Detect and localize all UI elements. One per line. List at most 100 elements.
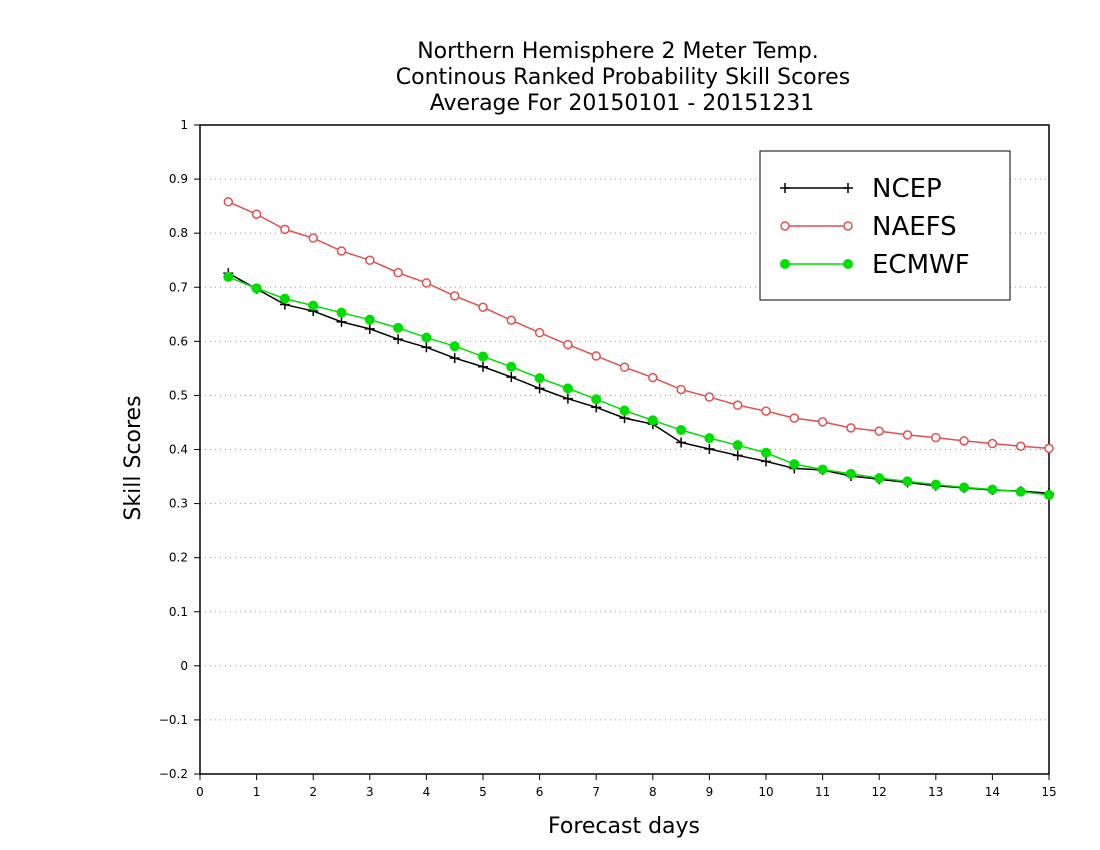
point-ecmwf bbox=[789, 459, 800, 470]
point-ecmwf bbox=[308, 300, 319, 311]
point-ecmwf bbox=[704, 433, 715, 444]
point-naefs bbox=[421, 278, 432, 288]
series-ecmwf bbox=[223, 271, 1054, 500]
y-tick-label: 0.7 bbox=[169, 280, 188, 294]
point-ncep bbox=[761, 456, 771, 467]
y-tick-label: 1 bbox=[180, 118, 188, 132]
x-tick-label: 9 bbox=[706, 785, 714, 799]
point-naefs bbox=[1015, 441, 1026, 452]
point-ecmwf bbox=[959, 482, 970, 493]
point-naefs bbox=[506, 315, 517, 325]
point-ecmwf bbox=[506, 361, 517, 372]
x-tick-label: 0 bbox=[196, 785, 204, 799]
point-naefs bbox=[676, 384, 686, 395]
x-tick-label: 7 bbox=[592, 785, 600, 799]
y-tick-label: 0.2 bbox=[169, 551, 188, 565]
point-naefs bbox=[902, 430, 913, 440]
point-naefs bbox=[336, 246, 347, 256]
y-tick-label: 0.1 bbox=[169, 605, 188, 619]
legend-marker-naefs bbox=[780, 221, 790, 231]
legend: NCEP NAEFS ECMWF bbox=[759, 150, 1011, 301]
point-ecmwf bbox=[732, 440, 743, 451]
x-tick-label: 12 bbox=[872, 785, 887, 799]
x-tick-label: 1 bbox=[253, 785, 261, 799]
y-tick-label: 0.4 bbox=[169, 443, 188, 457]
point-naefs bbox=[478, 302, 488, 313]
legend-marker-ecmwf bbox=[780, 259, 790, 269]
legend-label-ecmwf: ECMWF bbox=[872, 250, 970, 280]
point-naefs bbox=[591, 351, 601, 361]
x-axis-label: Forecast days bbox=[548, 814, 700, 839]
title-line-1: Northern Hemisphere 2 Meter Temp. bbox=[417, 39, 819, 64]
point-ecmwf bbox=[647, 415, 658, 426]
x-tick-label: 10 bbox=[758, 785, 773, 799]
point-ncep bbox=[676, 437, 687, 448]
title-line-2: Continous Ranked Probability Skill Score… bbox=[396, 65, 850, 90]
point-ecmwf bbox=[987, 484, 998, 495]
point-ecmwf bbox=[393, 322, 404, 333]
y-tick-label: 0.9 bbox=[169, 172, 188, 186]
legend-label-ncep: NCEP bbox=[872, 174, 942, 204]
point-naefs bbox=[619, 362, 630, 373]
legend-item-ecmwf: ECMWF bbox=[780, 250, 970, 280]
point-naefs bbox=[817, 417, 828, 427]
x-tick-label: 3 bbox=[366, 785, 374, 799]
x-tick-label: 6 bbox=[536, 785, 544, 799]
legend-label-naefs: NAEFS bbox=[872, 212, 957, 242]
point-ecmwf bbox=[562, 383, 573, 394]
x-tick-label: 11 bbox=[815, 785, 830, 799]
y-axis-label: Skill Scores bbox=[121, 395, 146, 520]
legend-marker-ncep bbox=[780, 183, 790, 193]
point-ecmwf bbox=[1044, 489, 1054, 500]
point-ecmwf bbox=[761, 447, 771, 458]
point-naefs bbox=[563, 339, 573, 350]
x-axis: 0 1 2 3 4 5 6 7 8 9 10 11 12 13 14 15 bbox=[196, 774, 1057, 799]
chart-title: Northern Hemisphere 2 Meter Temp. Contin… bbox=[396, 39, 850, 116]
title-line-3: Average For 20150101 - 20151231 bbox=[430, 91, 815, 116]
legend-marker-ecmwf bbox=[843, 259, 853, 269]
point-ncep bbox=[336, 316, 347, 327]
point-ecmwf bbox=[591, 394, 602, 405]
point-naefs bbox=[648, 372, 658, 383]
point-ecmwf bbox=[478, 351, 488, 362]
point-ncep bbox=[393, 334, 404, 345]
legend-item-ncep: NCEP bbox=[780, 174, 942, 204]
y-tick-label: −0.2 bbox=[159, 767, 188, 781]
x-tick-label: 2 bbox=[309, 785, 317, 799]
x-tick-label: 4 bbox=[423, 785, 431, 799]
point-ncep bbox=[562, 393, 573, 404]
point-ecmwf bbox=[874, 473, 885, 484]
point-ncep bbox=[506, 372, 517, 383]
point-ecmwf bbox=[534, 373, 545, 384]
point-naefs bbox=[393, 267, 403, 278]
point-ecmwf bbox=[223, 271, 234, 282]
point-ecmwf bbox=[251, 283, 262, 294]
x-tick-label: 5 bbox=[479, 785, 487, 799]
point-ecmwf bbox=[336, 307, 347, 318]
point-ecmwf bbox=[449, 341, 460, 352]
point-naefs bbox=[280, 224, 290, 235]
point-ecmwf bbox=[676, 425, 687, 436]
legend-marker-naefs bbox=[843, 221, 853, 231]
point-ecmwf bbox=[619, 405, 630, 416]
x-tick-label: 13 bbox=[928, 785, 943, 799]
point-ncep bbox=[704, 443, 715, 454]
point-naefs bbox=[931, 432, 941, 443]
series-line-ncep bbox=[227, 272, 1050, 495]
point-naefs bbox=[846, 423, 856, 433]
y-tick-label: 0.3 bbox=[169, 497, 188, 511]
point-ecmwf bbox=[817, 464, 828, 475]
series-layer bbox=[223, 197, 1054, 500]
point-naefs bbox=[534, 327, 545, 338]
point-naefs bbox=[704, 392, 715, 402]
point-naefs bbox=[732, 400, 743, 410]
point-naefs bbox=[959, 436, 969, 446]
point-ecmwf bbox=[930, 479, 941, 490]
point-naefs bbox=[449, 291, 460, 301]
legend-marker-ncep bbox=[843, 183, 853, 193]
x-tick-label: 14 bbox=[985, 785, 1000, 799]
point-naefs bbox=[1044, 443, 1054, 454]
point-ncep bbox=[534, 383, 545, 394]
series-line-ecmwf bbox=[228, 276, 1050, 496]
